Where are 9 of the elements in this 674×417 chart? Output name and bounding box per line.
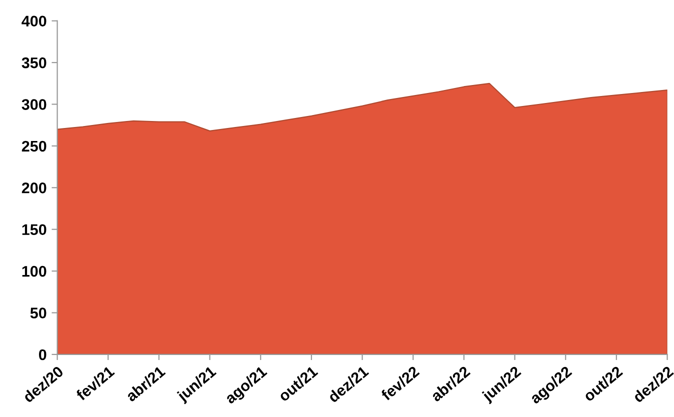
y-tick-label: 400 <box>22 16 46 27</box>
y-tick-label: 350 <box>22 57 46 68</box>
y-tick-label: 200 <box>22 182 46 194</box>
y-tick-label: 250 <box>22 140 46 152</box>
y-tick-label: 150 <box>22 224 46 236</box>
y-tick-label: 100 <box>22 266 46 277</box>
y-tick-label: 300 <box>22 99 46 110</box>
y-tick-label: 0 <box>38 349 46 360</box>
y-tick-label: 50 <box>30 308 46 318</box>
